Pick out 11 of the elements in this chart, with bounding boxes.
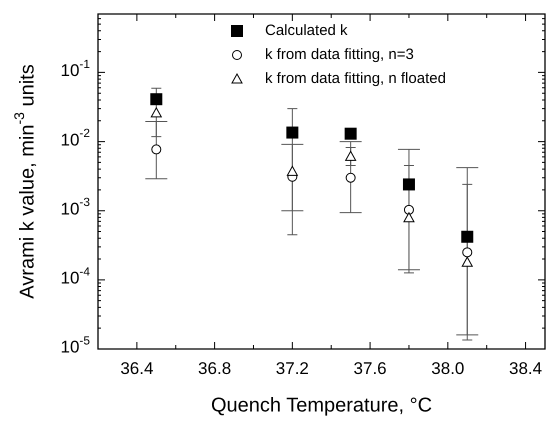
y-axis-title: Avrami k value, min-3 units xyxy=(10,64,39,299)
x-tick-label: 38.0 xyxy=(431,358,464,378)
x-tick-label: 38.4 xyxy=(509,358,542,378)
x-tick-label: 36.8 xyxy=(198,358,232,378)
x-tick-label: 37.6 xyxy=(354,358,387,378)
legend-label: k from data fitting, n=3 xyxy=(265,46,414,64)
x-tick-label: 37.2 xyxy=(276,358,309,378)
x-axis-title: Quench Temperature, °C xyxy=(210,394,432,417)
legend-label: Calculated k xyxy=(265,22,348,40)
x-tick-label: 36.4 xyxy=(120,358,154,378)
legend-label: k from data fitting, n floated xyxy=(265,70,446,88)
